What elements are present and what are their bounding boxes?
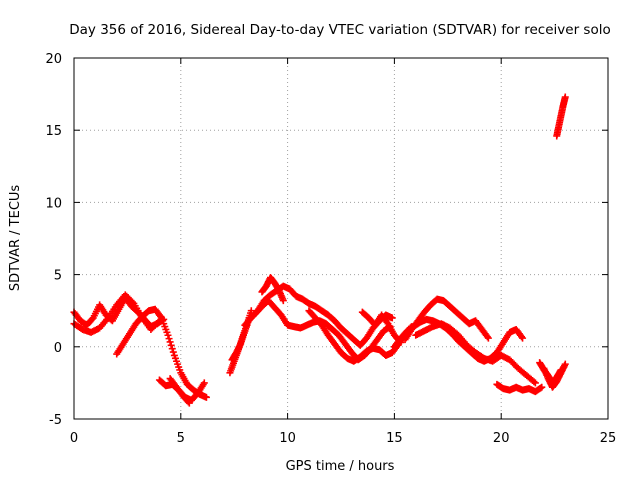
data-point [279, 297, 287, 305]
grid [74, 58, 608, 419]
data-point [200, 379, 208, 387]
y-tick-label: 20 [45, 52, 62, 67]
data-point [128, 298, 136, 306]
data-point [165, 335, 173, 343]
x-axis-label: GPS time / hours [286, 459, 395, 474]
data-point [185, 399, 193, 407]
data-point [202, 393, 210, 401]
x-tick-label: 15 [386, 431, 403, 446]
x-tick-label: 5 [177, 431, 185, 446]
data-point [519, 334, 527, 342]
data-point [517, 333, 525, 341]
axis-ticks [73, 57, 609, 420]
y-tick-label: 15 [45, 124, 62, 139]
y-tick-label: 5 [54, 269, 62, 284]
data-point [561, 360, 569, 368]
data-point [168, 345, 176, 353]
data-point [561, 93, 569, 101]
plot-frame [73, 57, 609, 420]
x-tick-label: 10 [279, 431, 296, 446]
data-point [388, 314, 396, 322]
data-point [164, 331, 172, 339]
data-point [167, 341, 175, 349]
data-point [538, 383, 546, 391]
data-point [184, 398, 192, 406]
y-tick-label: -5 [49, 413, 62, 428]
data-point [531, 379, 539, 387]
x-tick-label: 20 [493, 431, 510, 446]
tick-labels: 0 5 10 15 20 25 -5 0 5 10 15 20 [45, 52, 616, 446]
data-point [484, 334, 492, 342]
data-point [154, 318, 162, 326]
data-point [166, 338, 174, 346]
data-points [70, 93, 569, 407]
chart-title: Day 356 of 2016, Sidereal Day-to-day VTE… [69, 22, 610, 38]
data-point [530, 378, 538, 386]
data-point [169, 348, 177, 356]
data-point [557, 366, 565, 374]
data-point [247, 307, 255, 315]
x-tick-label: 25 [600, 431, 617, 446]
data-point [483, 333, 491, 341]
y-tick-label: 10 [45, 196, 62, 211]
x-tick-label: 0 [70, 431, 78, 446]
y-tick-label: 0 [54, 341, 62, 356]
y-axis-label: SDTVAR / TECUs [8, 185, 23, 292]
data-point [157, 312, 165, 320]
